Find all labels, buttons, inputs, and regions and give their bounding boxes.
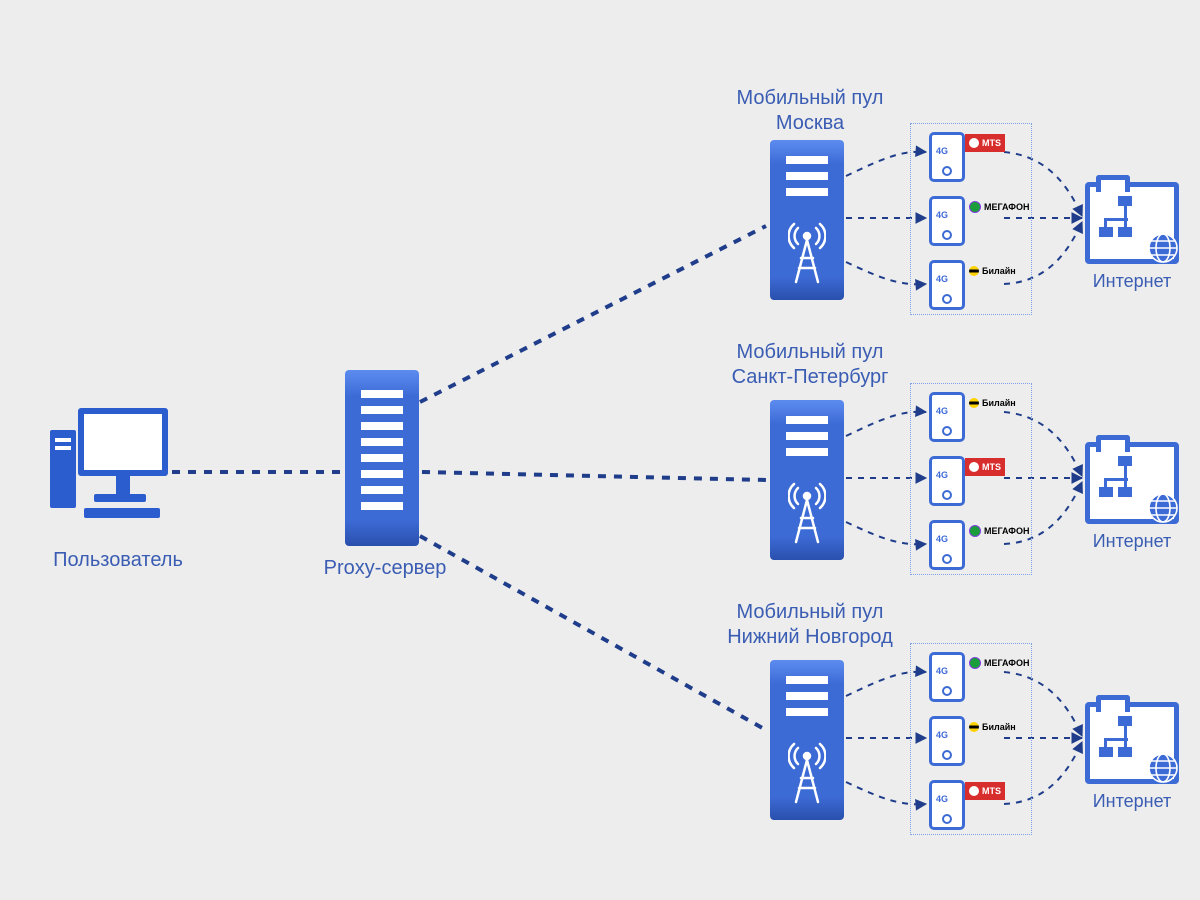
proxy-label: Proxy-сервер — [300, 556, 470, 581]
phone-icon: 4G — [929, 652, 965, 702]
pool1-label: Мобильный пулМосква — [680, 86, 940, 136]
phones-box-1: 4GMTS4GМЕГАФОН4GБилайн — [910, 123, 1032, 315]
phones-box-3: 4GМЕГАФОН4GБилайн4GMTS — [910, 643, 1032, 835]
pool2-server-icon — [770, 400, 844, 560]
diagram-canvas: Пользователь Proxy-сервер Мобильный пулМ… — [0, 0, 1200, 900]
internet-label-2: Интернет — [1082, 530, 1182, 553]
internet-icon-2 — [1085, 442, 1179, 524]
phone-icon: 4G — [929, 132, 965, 182]
phone-icon: 4G — [929, 520, 965, 570]
phone-icon: 4G — [929, 260, 965, 310]
phone-icon: 4G — [929, 196, 965, 246]
phone-icon: 4G — [929, 716, 965, 766]
carrier-badge-mts: MTS — [965, 782, 1005, 800]
user-pc-icon — [50, 400, 170, 520]
internet-icon-3 — [1085, 702, 1179, 784]
internet-label-1: Интернет — [1082, 270, 1182, 293]
phone-icon: 4G — [929, 392, 965, 442]
carrier-badge-beeline: Билайн — [965, 718, 1020, 736]
pool3-server-icon — [770, 660, 844, 820]
carrier-badge-mts: MTS — [965, 134, 1005, 152]
carrier-badge-mts: MTS — [965, 458, 1005, 476]
carrier-badge-megafon: МЕГАФОН — [965, 198, 1034, 216]
internet-icon-1 — [1085, 182, 1179, 264]
internet-label-3: Интернет — [1082, 790, 1182, 813]
main-edges — [172, 226, 766, 730]
phone-icon: 4G — [929, 456, 965, 506]
proxy-server-icon — [345, 370, 419, 546]
phone-icon: 4G — [929, 780, 965, 830]
carrier-badge-beeline: Билайн — [965, 262, 1020, 280]
carrier-badge-beeline: Билайн — [965, 394, 1020, 412]
carrier-badge-megafon: МЕГАФОН — [965, 654, 1034, 672]
user-label: Пользователь — [28, 548, 208, 573]
pool1-server-icon — [770, 140, 844, 300]
phones-box-2: 4GБилайн4GMTS4GМЕГАФОН — [910, 383, 1032, 575]
carrier-badge-megafon: МЕГАФОН — [965, 522, 1034, 540]
